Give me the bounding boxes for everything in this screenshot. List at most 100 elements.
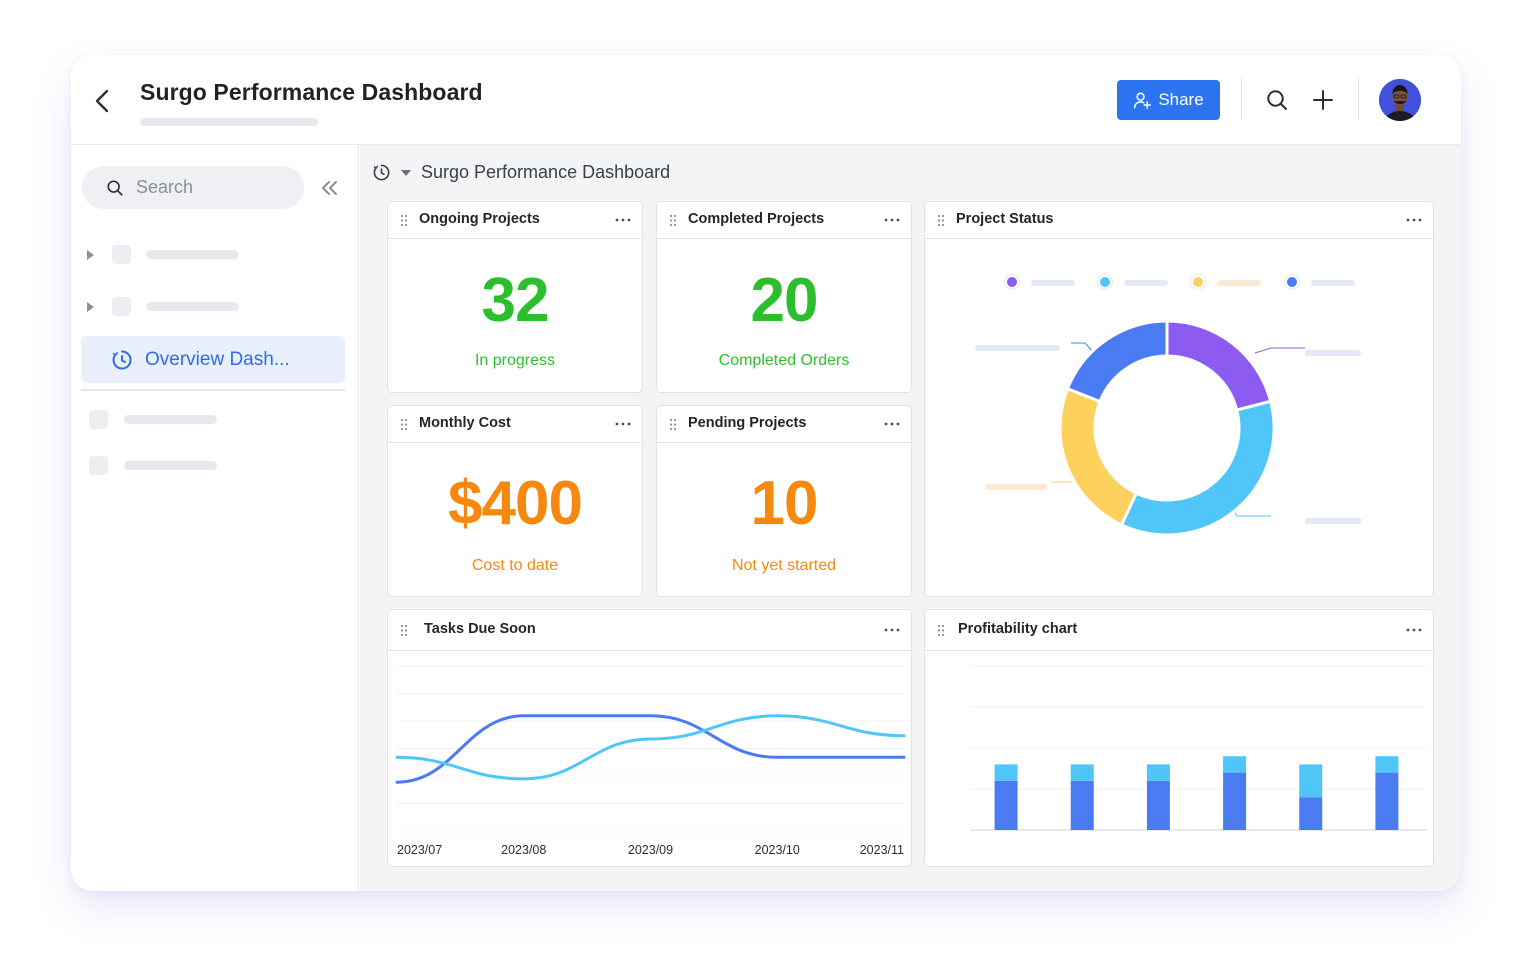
- sidebar-tree-item[interactable]: [87, 245, 239, 264]
- drag-handle-icon[interactable]: [400, 418, 408, 431]
- callout-line: [1254, 347, 1305, 354]
- card-title: Project Status: [956, 211, 1054, 227]
- bar-segment-1[interactable]: [1223, 772, 1247, 830]
- card-title: Ongoing Projects: [419, 211, 540, 227]
- more-options-icon[interactable]: [614, 416, 632, 432]
- item-label-placeholder: [124, 415, 217, 424]
- caret-down-icon: [401, 169, 411, 176]
- bar-segment-2[interactable]: [1146, 764, 1170, 781]
- legend-label-placeholder: [1311, 280, 1355, 286]
- card-header: Pending Projects: [657, 406, 911, 443]
- line-series-2[interactable]: [395, 714, 906, 781]
- donut-slice-3[interactable]: [1058, 386, 1139, 527]
- drag-handle-icon[interactable]: [669, 214, 677, 227]
- more-options-icon[interactable]: [883, 622, 901, 638]
- more-options-icon[interactable]: [883, 212, 901, 228]
- drag-handle-icon[interactable]: [669, 418, 677, 431]
- callout-label-placeholder: [985, 484, 1047, 490]
- search-icon: [107, 179, 123, 196]
- sidebar-divider: [81, 389, 345, 391]
- sidebar-search-input[interactable]: Search: [82, 166, 304, 209]
- search-placeholder: Search: [136, 177, 194, 197]
- metric-value: 10: [750, 469, 819, 538]
- card-header: Project Status: [925, 202, 1433, 239]
- metric-value: 32: [481, 266, 550, 335]
- search-button[interactable]: [1265, 88, 1289, 112]
- donut-slice-2[interactable]: [1119, 399, 1276, 537]
- card-header: Profitability chart: [925, 610, 1433, 651]
- completed-projects-card: Completed Projects 20 Completed Orders: [656, 201, 912, 393]
- bar-segment-1[interactable]: [1299, 797, 1323, 830]
- line-series-1[interactable]: [395, 714, 906, 784]
- pending-projects-card: Pending Projects 10 Not yet started: [656, 405, 912, 597]
- bar-segment-2[interactable]: [1070, 764, 1094, 781]
- callout-label-placeholder: [975, 345, 1060, 351]
- share-button[interactable]: Share: [1117, 80, 1220, 120]
- more-options-icon[interactable]: [883, 416, 901, 432]
- donut-slice-4[interactable]: [1065, 319, 1169, 404]
- legend-label-placeholder: [1031, 280, 1075, 286]
- share-button-label: Share: [1158, 90, 1204, 109]
- bar-segment-1[interactable]: [1146, 780, 1170, 830]
- breadcrumb[interactable]: Surgo Performance Dashboard: [372, 162, 670, 183]
- legend-marker: [1005, 275, 1019, 289]
- bar-segment-2[interactable]: [1299, 764, 1323, 798]
- item-icon-placeholder: [89, 456, 108, 475]
- drag-handle-icon[interactable]: [937, 214, 945, 227]
- tasks-due-soon-card: Tasks Due Soon 2023/07 2023/08 2023/09 2023…: [387, 609, 912, 867]
- card-header: Monthly Cost: [388, 406, 642, 443]
- sidebar-item-overview-dashboard[interactable]: Overview Dash...: [81, 336, 345, 383]
- callout-label-placeholder: [1305, 518, 1362, 524]
- back-button[interactable]: [91, 87, 113, 115]
- add-button[interactable]: [1311, 88, 1335, 112]
- app-window: Surgo Performance Dashboard Share: [71, 55, 1461, 891]
- more-options-icon[interactable]: [1405, 622, 1423, 638]
- plus-icon: [1313, 90, 1333, 110]
- bar-segment-1[interactable]: [1375, 772, 1399, 830]
- drag-handle-icon[interactable]: [400, 214, 408, 227]
- sidebar: Search Overview Dash...: [71, 145, 359, 891]
- drag-handle-icon[interactable]: [400, 624, 408, 637]
- more-options-icon[interactable]: [1405, 212, 1423, 228]
- legend-label-placeholder: [1124, 280, 1168, 286]
- dashboard-canvas: Surgo Performance Dashboard Ongoing Proj…: [360, 145, 1461, 891]
- avatar[interactable]: [1379, 79, 1421, 121]
- sidebar-tree-item[interactable]: [87, 297, 239, 316]
- card-title: Monthly Cost: [419, 415, 511, 431]
- card-header: Completed Projects: [657, 202, 911, 239]
- item-icon-placeholder: [112, 245, 131, 264]
- donut-slice-1[interactable]: [1165, 319, 1273, 412]
- legend-marker: [1191, 275, 1205, 289]
- user-avatar-icon: [1379, 79, 1421, 121]
- more-options-icon[interactable]: [614, 212, 632, 228]
- donut-chart: [1051, 319, 1305, 537]
- sidebar-tree-item[interactable]: [89, 456, 217, 475]
- caret-right-icon: [87, 249, 94, 260]
- bar-segment-1[interactable]: [1070, 780, 1094, 830]
- item-label-placeholder: [146, 302, 239, 311]
- collapse-sidebar-button[interactable]: [320, 178, 340, 198]
- metric-caption: Completed Orders: [718, 352, 850, 369]
- drag-handle-icon[interactable]: [937, 624, 945, 637]
- card-title: Completed Projects: [688, 211, 825, 227]
- dashboard-clock-icon: [112, 349, 132, 369]
- line-chart: 2023/07 2023/08 2023/09 2023/10 2023/11: [395, 665, 906, 857]
- toolbar-divider: [1241, 78, 1242, 120]
- bar-segment-2[interactable]: [1223, 756, 1247, 773]
- x-tick-label: 2023/09: [628, 843, 673, 857]
- chevron-left-icon: [95, 89, 109, 113]
- sidebar-tree-item[interactable]: [89, 410, 217, 429]
- card-header: Ongoing Projects: [388, 202, 642, 239]
- toolbar-divider: [1358, 78, 1359, 120]
- legend-marker: [1285, 275, 1299, 289]
- metric-value: 20: [750, 266, 819, 335]
- monthly-cost-card: Monthly Cost $400 Cost to date: [387, 405, 643, 597]
- ongoing-projects-card: Ongoing Projects 32 In progress: [387, 201, 643, 393]
- bar-segment-1[interactable]: [994, 780, 1018, 830]
- item-icon-placeholder: [89, 410, 108, 429]
- bar-segment-2[interactable]: [1375, 756, 1399, 773]
- dashboard-clock-icon: [373, 164, 390, 181]
- metric-value: $400: [448, 469, 583, 538]
- bar-segment-2[interactable]: [994, 764, 1018, 781]
- bar-chart: [970, 665, 1427, 831]
